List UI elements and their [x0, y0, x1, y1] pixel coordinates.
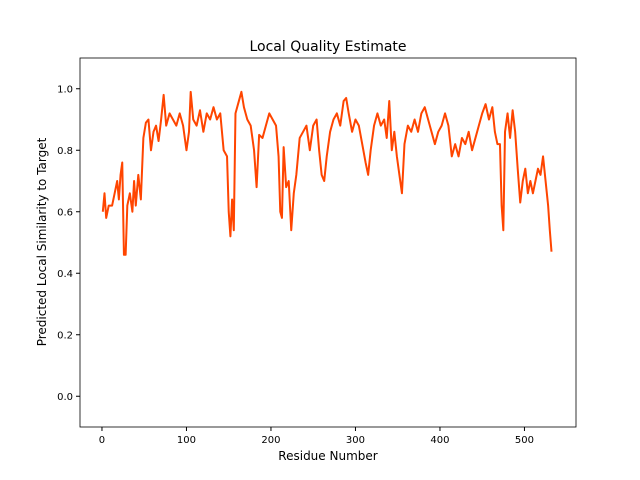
y-axis-label: Predicted Local Similarity to Target — [35, 137, 49, 346]
y-tick-label: 0.6 — [57, 207, 73, 218]
y-tick-label: 0.4 — [57, 269, 73, 280]
plot-frame — [79, 57, 577, 428]
x-tick-label: 200 — [261, 435, 280, 446]
x-axis-label: Residue Number — [278, 449, 377, 463]
y-tick-label: 0.2 — [57, 330, 73, 341]
x-tick-label: 0 — [99, 435, 105, 446]
y-tick-label: 1.0 — [57, 84, 73, 95]
x-tick-label: 500 — [515, 435, 534, 446]
y-tick-label: 0.0 — [57, 392, 73, 403]
y-tick-label: 0.8 — [57, 146, 73, 157]
x-tick-label: 100 — [177, 435, 196, 446]
x-tick-label: 400 — [430, 435, 449, 446]
x-tick-label: 300 — [346, 435, 365, 446]
data-line — [101, 90, 553, 256]
chart-title: Local Quality Estimate — [249, 39, 406, 55]
